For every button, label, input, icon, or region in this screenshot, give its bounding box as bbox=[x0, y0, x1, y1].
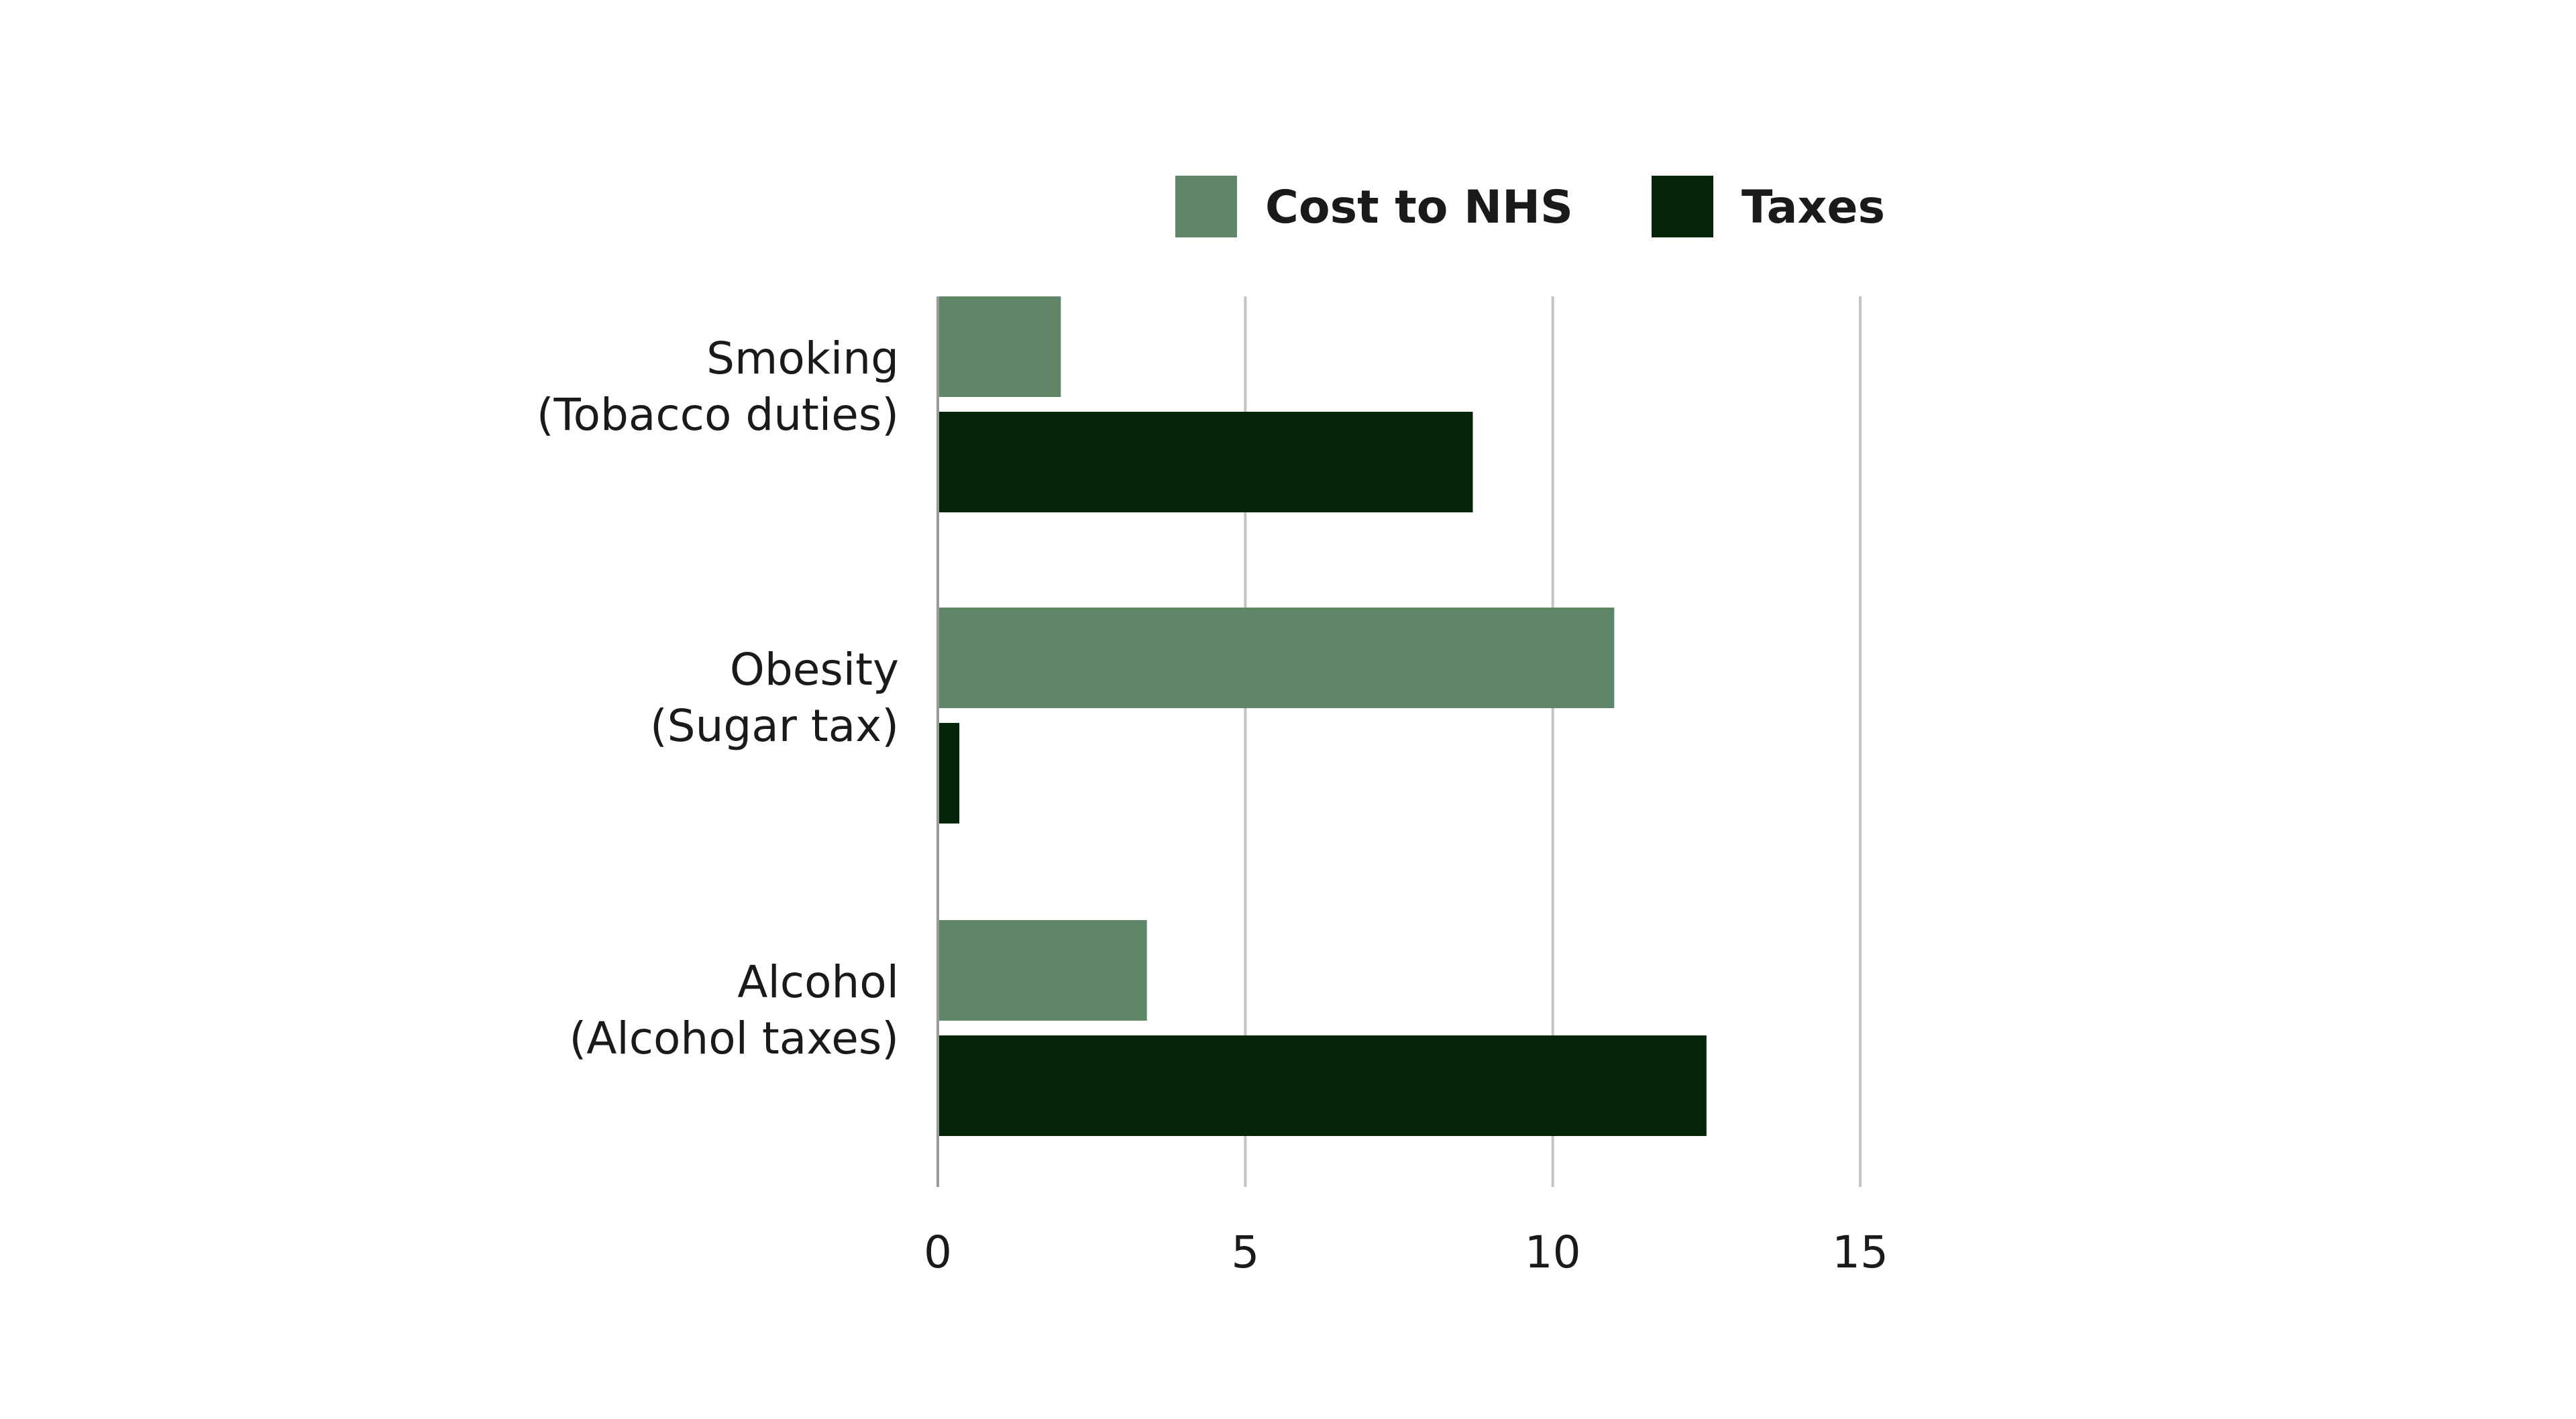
category-label-1-line-0: Obesity bbox=[730, 644, 899, 695]
bar-taxes-0 bbox=[938, 412, 1473, 512]
legend: Cost to NHS Taxes bbox=[1175, 176, 1885, 237]
category-label-0-line-0: Smoking bbox=[706, 333, 899, 384]
x-tick-label-15: 15 bbox=[1832, 1227, 1888, 1278]
legend-swatch-cost-to-nhs bbox=[1175, 176, 1237, 237]
legend-label-cost-to-nhs: Cost to NHS bbox=[1265, 181, 1573, 234]
category-label-2-line-1: (Alcohol taxes) bbox=[569, 1013, 899, 1064]
x-tick-label-0: 0 bbox=[924, 1227, 952, 1278]
bar-taxes-1 bbox=[938, 723, 960, 824]
bar-cost-to-nhs-0 bbox=[938, 296, 1061, 397]
bar-cost-to-nhs-1 bbox=[938, 608, 1615, 708]
tick-labels: 0 5 10 15 bbox=[924, 1227, 1888, 1278]
category-labels: Smoking(Tobacco duties) Obesity(Sugar tax… bbox=[537, 333, 899, 1064]
category-label-2-line-0: Alcohol bbox=[737, 956, 899, 1008]
category-label-1-line-1: (Sugar tax) bbox=[650, 700, 899, 752]
x-tick-label-5: 5 bbox=[1231, 1227, 1259, 1278]
category-label-0-line-1: (Tobacco duties) bbox=[537, 389, 899, 441]
legend-swatch-taxes bbox=[1652, 176, 1713, 237]
x-tick-label-10: 10 bbox=[1525, 1227, 1581, 1278]
bar-cost-to-nhs-2 bbox=[938, 920, 1147, 1021]
legend-label-taxes: Taxes bbox=[1741, 181, 1885, 234]
bars bbox=[938, 296, 1707, 1136]
bar-taxes-2 bbox=[938, 1035, 1707, 1136]
